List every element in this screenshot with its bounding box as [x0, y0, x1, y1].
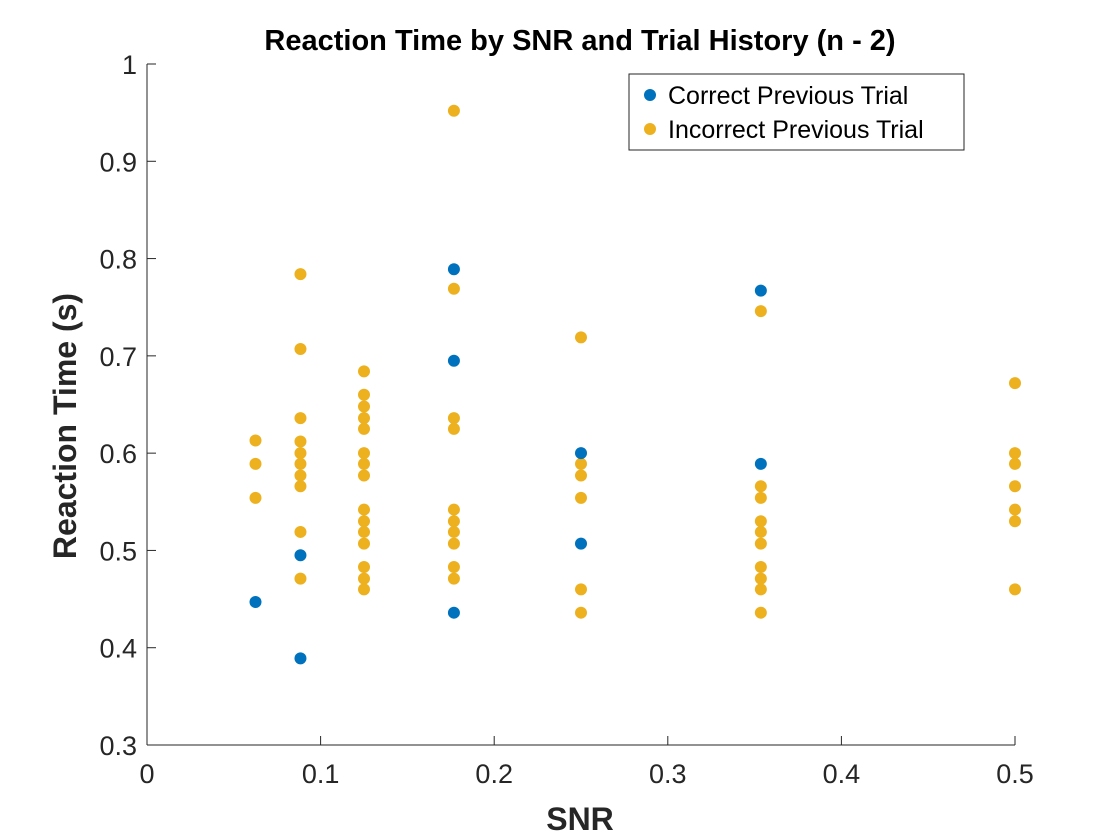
data-point-incorrect [358, 583, 370, 596]
data-point-correct [294, 652, 307, 665]
data-point-incorrect [294, 435, 307, 448]
data-point-incorrect [358, 525, 370, 538]
data-point-incorrect [447, 503, 460, 516]
y-tick-label: 0.5 [99, 536, 137, 566]
data-point-incorrect [358, 572, 370, 585]
x-tick-label: 0.3 [649, 759, 687, 789]
y-axis-label: Reaction Time (s) [47, 293, 83, 559]
y-tick-label: 0.8 [99, 245, 137, 275]
data-point-incorrect [447, 412, 460, 425]
data-point-incorrect [447, 572, 460, 585]
data-point-incorrect [358, 365, 370, 378]
data-point-incorrect [1009, 447, 1021, 460]
legend-label-incorrect: Incorrect Previous Trial [668, 116, 924, 144]
data-point-incorrect [358, 422, 370, 435]
data-point-correct [754, 284, 767, 297]
data-point-correct [575, 537, 587, 550]
data-point-incorrect [447, 422, 460, 435]
chart-title: Reaction Time by SNR and Trial History (… [264, 25, 895, 57]
data-point-incorrect [358, 560, 370, 573]
legend-marker-correct [644, 89, 656, 101]
data-points [249, 104, 1021, 665]
data-point-incorrect [575, 583, 587, 596]
legend-marker-incorrect [644, 123, 656, 135]
data-point-correct [447, 354, 460, 367]
data-point-incorrect [1009, 503, 1021, 516]
data-point-incorrect [294, 572, 307, 585]
y-tick-label: 1 [122, 50, 137, 80]
data-point-incorrect [575, 469, 587, 482]
data-point-correct [447, 263, 460, 276]
data-point-correct [249, 595, 262, 608]
data-point-incorrect [447, 515, 460, 528]
data-point-incorrect [249, 434, 262, 447]
data-point-incorrect [754, 480, 767, 493]
data-point-incorrect [294, 343, 307, 356]
data-point-incorrect [754, 560, 767, 573]
data-point-incorrect [447, 282, 460, 295]
x-tick-label: 0 [139, 759, 154, 789]
data-point-correct [754, 457, 767, 470]
data-point-incorrect [249, 491, 262, 504]
data-point-incorrect [249, 457, 262, 470]
data-point-correct [294, 549, 307, 562]
data-point-incorrect [1009, 583, 1021, 596]
data-point-incorrect [575, 457, 587, 470]
data-point-incorrect [294, 480, 307, 493]
data-point-incorrect [358, 457, 370, 470]
y-tick-label: 0.6 [99, 439, 137, 469]
x-tick-label: 0.4 [823, 759, 861, 789]
legend-box [628, 73, 965, 151]
data-point-incorrect [358, 412, 370, 425]
data-point-incorrect [294, 447, 307, 460]
data-point-incorrect [358, 503, 370, 516]
data-point-incorrect [294, 469, 307, 482]
data-point-incorrect [358, 469, 370, 482]
data-point-incorrect [447, 104, 460, 117]
data-point-incorrect [358, 447, 370, 460]
data-point-incorrect [294, 268, 307, 281]
plot-axes: 0 0.1 0.2 0.3 0.4 0.5 0.3 0.4 0.5 0.6 0.7 0.8 0.9 1 [99, 50, 1033, 789]
data-point-correct [447, 606, 460, 619]
data-point-incorrect [754, 491, 767, 504]
data-point-incorrect [754, 572, 767, 585]
data-point-incorrect [1009, 377, 1021, 390]
legend-label-correct: Correct Previous Trial [668, 82, 908, 110]
y-tick-label: 0.4 [99, 634, 137, 664]
y-tick-label: 0.3 [99, 731, 137, 761]
data-point-incorrect [575, 331, 587, 344]
x-tick-label: 0.2 [475, 759, 513, 789]
data-point-incorrect [575, 491, 587, 504]
data-point-incorrect [358, 515, 370, 528]
data-point-incorrect [358, 388, 370, 401]
data-point-incorrect [575, 606, 587, 619]
data-point-incorrect [358, 400, 370, 413]
data-point-incorrect [447, 537, 460, 550]
data-point-incorrect [754, 305, 767, 318]
data-point-incorrect [754, 537, 767, 550]
data-point-incorrect [754, 606, 767, 619]
data-point-incorrect [447, 525, 460, 538]
data-point-incorrect [1009, 515, 1021, 528]
data-point-correct [575, 447, 587, 460]
y-tick-label: 0.7 [99, 342, 137, 372]
x-axis-label: SNR [546, 801, 614, 837]
x-tick-label: 0.5 [996, 759, 1034, 789]
data-point-incorrect [447, 560, 460, 573]
data-point-incorrect [754, 515, 767, 528]
data-point-incorrect [294, 412, 307, 425]
x-tick-label: 0.1 [302, 759, 340, 789]
data-point-incorrect [1009, 457, 1021, 470]
y-tick-label: 0.9 [99, 147, 137, 177]
data-point-incorrect [294, 457, 307, 470]
legend: Correct Previous Trial Incorrect Previou… [628, 73, 965, 151]
data-point-incorrect [358, 537, 370, 550]
data-point-incorrect [294, 525, 307, 538]
data-point-incorrect [754, 525, 767, 538]
data-point-incorrect [754, 583, 767, 596]
data-point-incorrect [1009, 480, 1021, 493]
